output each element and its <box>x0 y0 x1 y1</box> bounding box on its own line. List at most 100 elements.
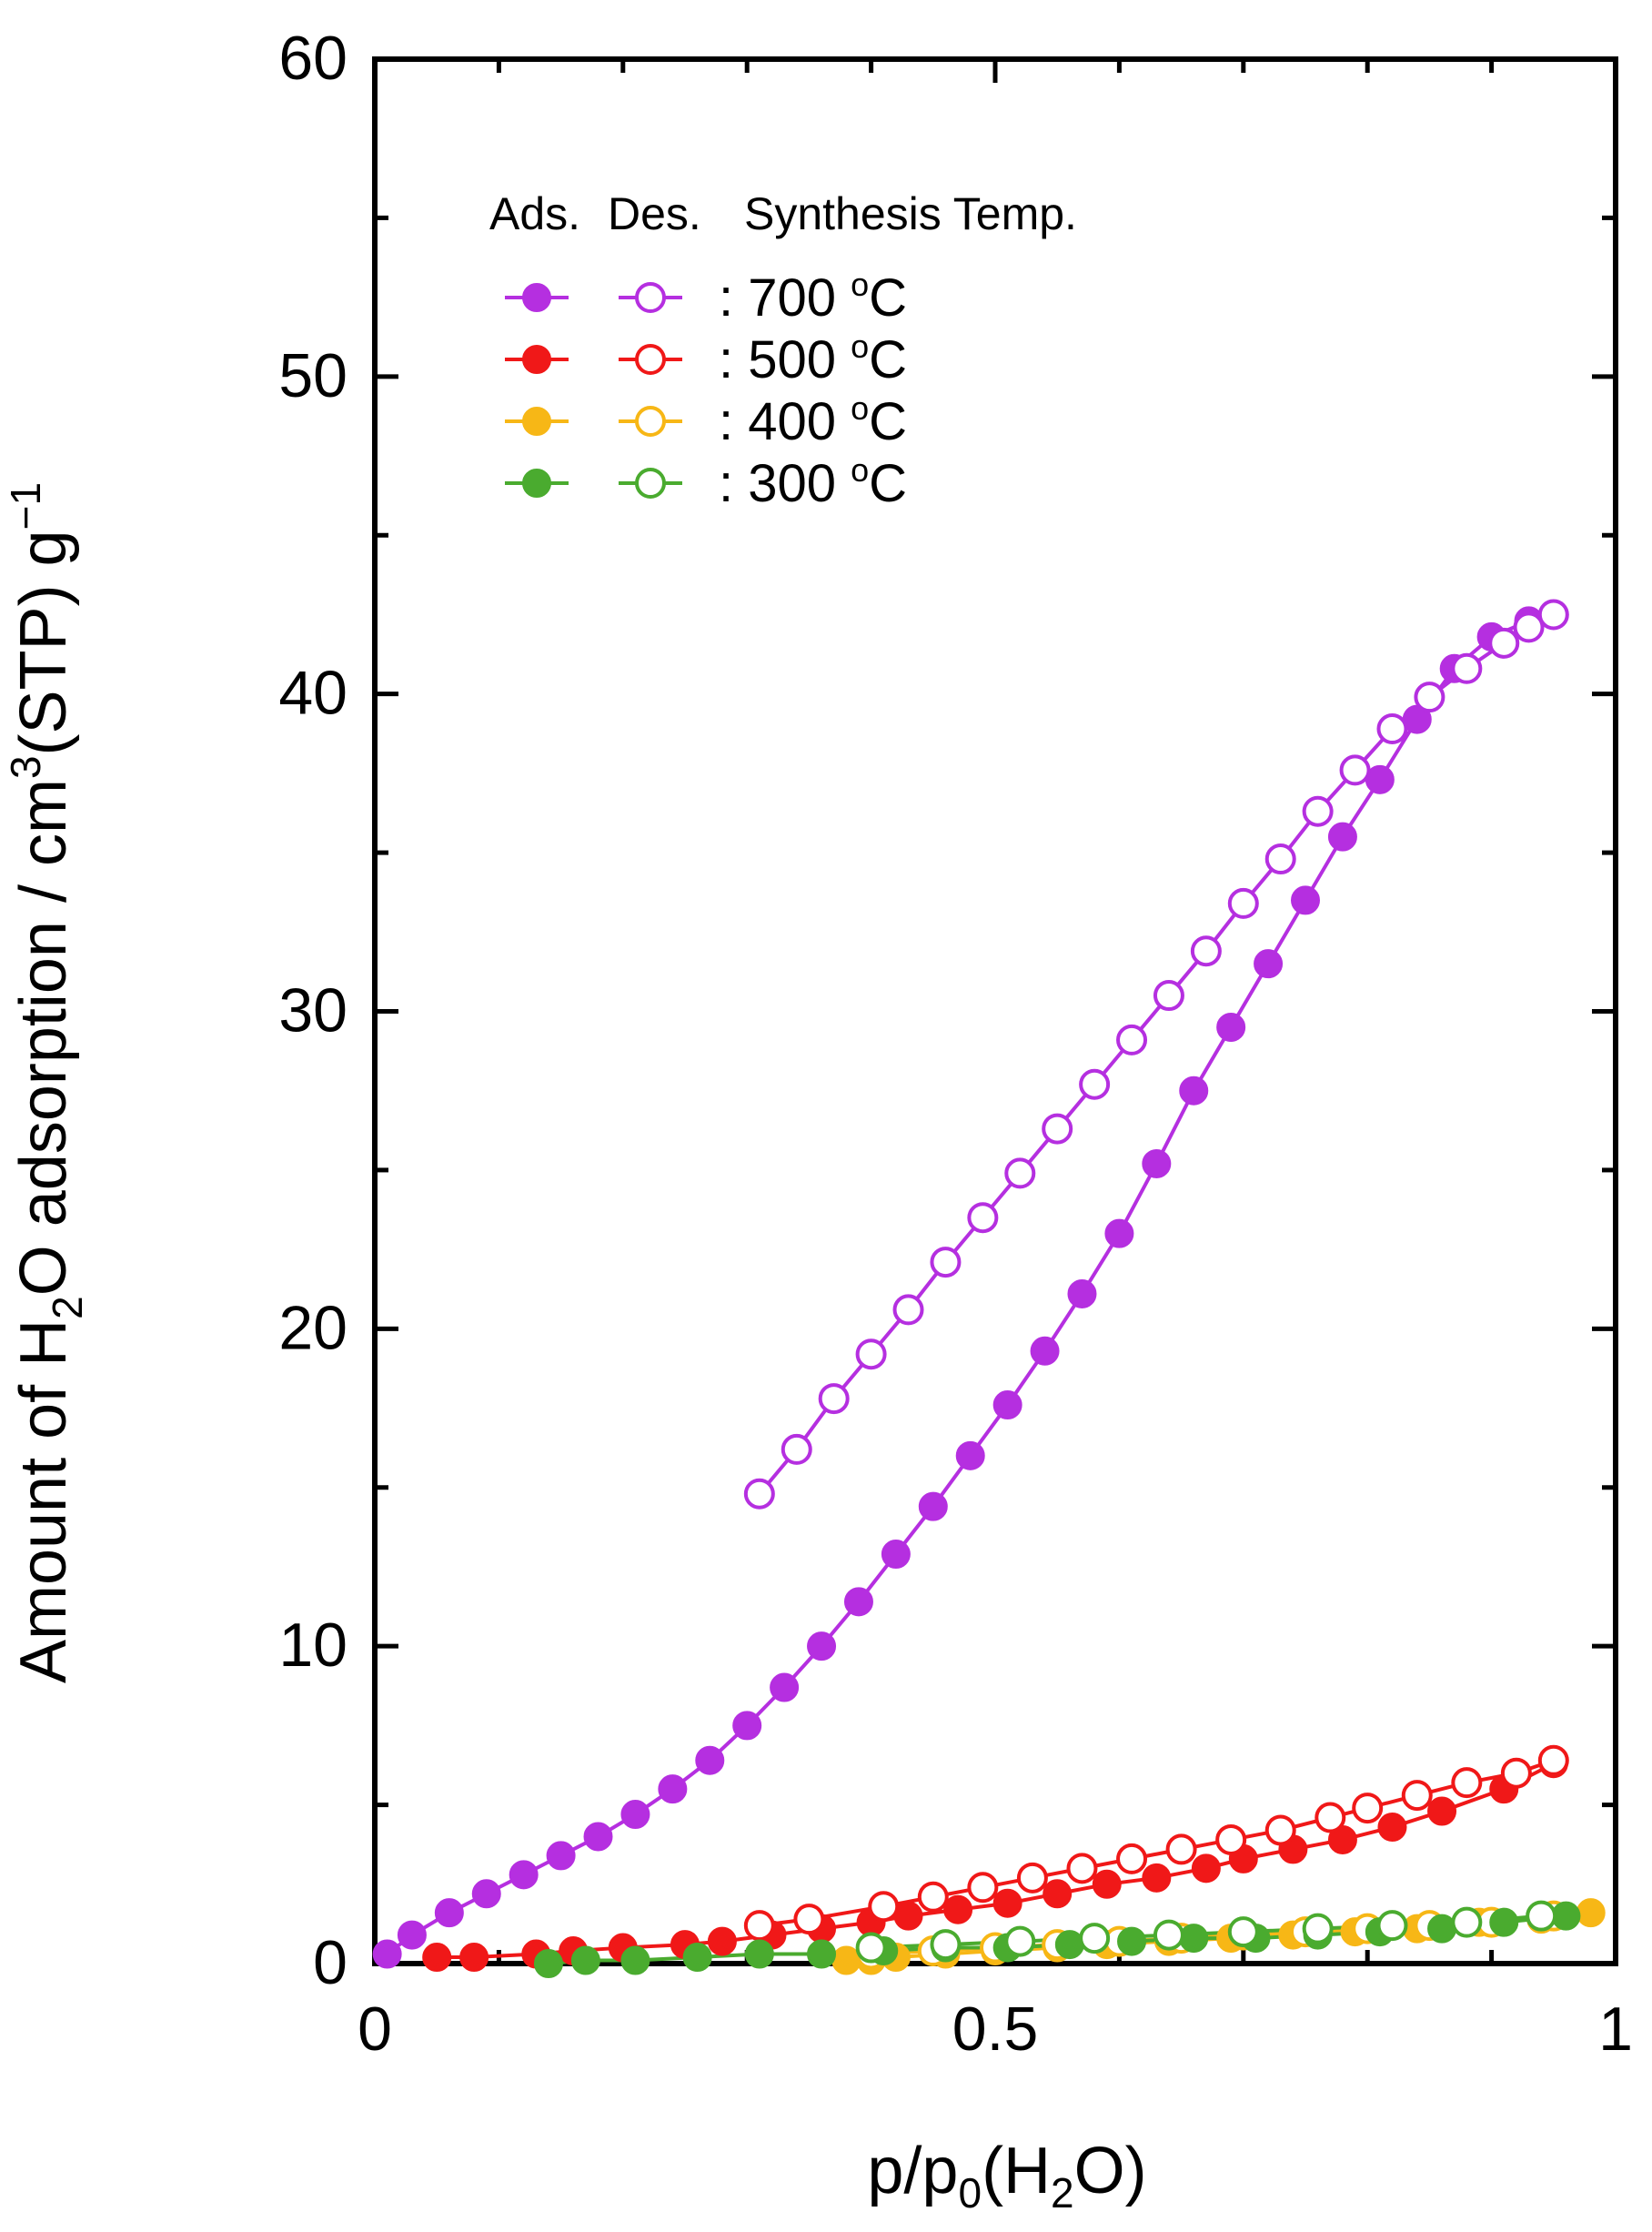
data-point-ads <box>1216 1012 1246 1042</box>
data-point-des <box>1079 1923 1111 1954</box>
data-point-des <box>967 1872 999 1904</box>
data-point-ads <box>397 1920 427 1950</box>
data-point-ads <box>1377 1813 1407 1843</box>
data-point-des <box>1315 1802 1346 1833</box>
legend-temp: : 700 <box>719 268 851 328</box>
data-point-des <box>1513 611 1545 643</box>
data-point-ads <box>1291 885 1320 915</box>
y-tick-label: 20 <box>278 1293 348 1362</box>
plot-frame <box>372 56 1618 1966</box>
data-point-ads <box>770 1672 800 1702</box>
data-point-des <box>1264 1814 1296 1846</box>
data-point-ads <box>831 1945 861 1975</box>
data-point-des <box>1190 935 1222 967</box>
data-point-des <box>1153 1919 1184 1951</box>
legend-unit: C <box>869 330 907 389</box>
legend-label: : 700 oC <box>719 266 907 328</box>
data-point-des <box>868 1891 900 1923</box>
data-point-des <box>1215 1823 1247 1855</box>
legend-des-marker <box>635 344 666 375</box>
data-point-ads <box>1043 1879 1073 1909</box>
data-point-ads <box>372 1939 402 1969</box>
data-point-ads <box>459 1943 489 1973</box>
data-point-ads <box>1489 1907 1519 1937</box>
data-point-ads <box>546 1841 576 1871</box>
data-point-ads <box>1142 1148 1172 1178</box>
data-point-des <box>1401 1780 1433 1812</box>
data-point-ads <box>533 1949 563 1978</box>
data-point-des <box>1227 887 1259 919</box>
x-axis-label: p/p0(H2O) <box>867 2135 1146 2217</box>
data-point-des <box>892 1294 924 1326</box>
y-tick-label: 40 <box>278 659 348 728</box>
legend-ads-marker <box>522 345 551 374</box>
data-point-ads <box>1179 1076 1209 1106</box>
legend-header-des: Des. <box>608 188 701 239</box>
legend-ads-marker <box>522 469 551 498</box>
legend-temp: : 400 <box>719 392 851 451</box>
legend-des-marker <box>635 468 666 499</box>
data-point-ads <box>1030 1336 1060 1366</box>
data-point-des <box>1153 980 1184 1012</box>
data-point-ads <box>992 1390 1022 1420</box>
data-point-des <box>743 1910 775 1942</box>
y-axis-label: Amount of H2O adsorption / cm3(STP) g−1 <box>2 482 91 1683</box>
data-point-des <box>967 1202 999 1234</box>
data-point-ads <box>881 1540 911 1570</box>
legend-degree: o <box>851 451 869 489</box>
data-point-ads <box>1142 1863 1172 1893</box>
data-point-ads <box>620 1945 650 1975</box>
data-point-des <box>1526 1900 1557 1932</box>
data-point-des <box>1451 652 1483 684</box>
data-point-des <box>1352 1793 1384 1824</box>
data-point-des <box>1537 599 1569 631</box>
data-point-des <box>1016 1862 1048 1894</box>
data-point-ads <box>570 1945 600 1975</box>
data-point-des <box>1079 1068 1111 1100</box>
legend-header-temp: Synthesis Temp. <box>744 188 1077 239</box>
data-point-des <box>1264 843 1296 875</box>
data-point-des <box>1004 1925 1036 1957</box>
data-point-des <box>1116 1024 1148 1055</box>
data-point-ads <box>434 1898 464 1928</box>
legend-degree: o <box>851 266 869 303</box>
data-point-des <box>1376 713 1408 745</box>
data-point-des <box>917 1881 949 1913</box>
x-tick-label: 0 <box>358 1995 392 2064</box>
series-line <box>386 612 1555 1956</box>
data-point-des <box>1227 1916 1259 1948</box>
data-point-des <box>1066 1853 1098 1884</box>
data-point-ads <box>744 1939 774 1969</box>
data-point-des <box>855 1338 887 1370</box>
data-point-ads <box>918 1491 948 1521</box>
data-point-des <box>793 1904 825 1935</box>
legend-label: : 400 oC <box>719 389 907 451</box>
data-point-des <box>930 1929 962 1961</box>
data-point-ads <box>1327 822 1357 852</box>
data-point-des <box>1488 627 1520 659</box>
x-tick-label: 1 <box>1598 1995 1633 2064</box>
data-point-ads <box>1191 1853 1221 1884</box>
data-point-ads <box>1117 1926 1147 1956</box>
legend-ads-marker <box>522 407 551 436</box>
data-point-des <box>1537 1744 1569 1776</box>
legend-label: : 500 oC <box>719 328 907 389</box>
data-point-des <box>855 1932 887 1964</box>
data-point-ads <box>1254 949 1284 979</box>
data-point-ads <box>509 1860 539 1890</box>
data-point-ads <box>955 1440 985 1470</box>
data-point-ads <box>695 1745 725 1775</box>
legend-unit: C <box>869 454 907 513</box>
data-point-des <box>1302 795 1334 827</box>
legend-degree: o <box>851 389 869 427</box>
data-point-ads <box>943 1894 973 1924</box>
data-point-ads <box>1427 1914 1457 1944</box>
data-point-ads <box>682 1943 712 1973</box>
y-tick-label: 10 <box>278 1611 348 1680</box>
data-point-des <box>1451 1767 1483 1799</box>
legend: Ads. Des. Synthesis Temp. : 700 oC: 500 … <box>489 188 1077 513</box>
data-point-ads <box>1179 1924 1209 1954</box>
data-point-des <box>1116 1843 1148 1874</box>
data-point-des <box>930 1247 962 1278</box>
